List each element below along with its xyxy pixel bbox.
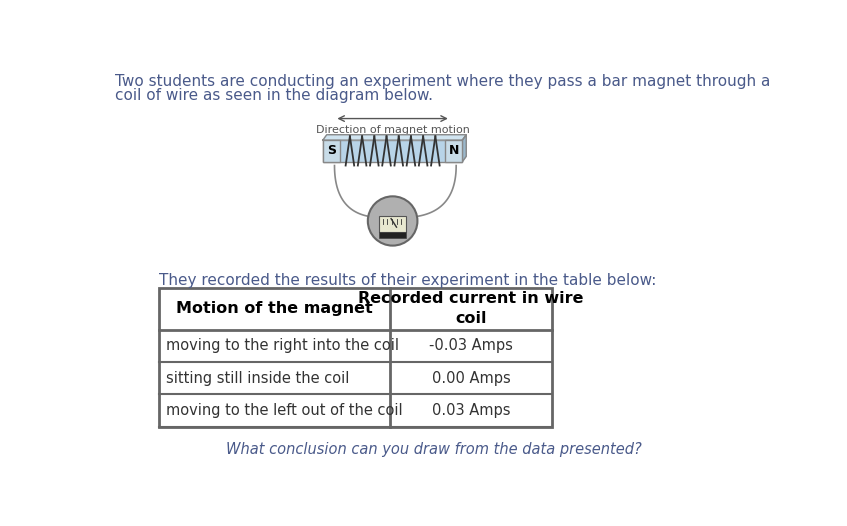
Polygon shape [462,135,466,161]
Text: moving to the right into the coil: moving to the right into the coil [166,338,399,353]
Polygon shape [323,135,466,140]
Text: Two students are conducting an experiment where they pass a bar magnet through a: Two students are conducting an experimen… [115,74,771,89]
Bar [158,288,552,427]
Text: Recorded current in wire
coil: Recorded current in wire coil [358,291,584,326]
Bar [379,232,406,238]
Bar [323,140,462,161]
Circle shape [368,196,418,246]
Text: S: S [327,145,336,157]
Text: N: N [449,145,459,157]
Text: moving to the left out of the coil: moving to the left out of the coil [166,403,403,418]
Text: coil of wire as seen in the diagram below.: coil of wire as seen in the diagram belo… [115,88,433,103]
Text: -0.03 Amps: -0.03 Amps [429,338,512,353]
Text: Direction of magnet motion: Direction of magnet motion [316,125,469,135]
Text: What conclusion can you draw from the data presented?: What conclusion can you draw from the da… [226,442,641,457]
Text: Motion of the magnet: Motion of the magnet [175,301,373,316]
Text: They recorded the results of their experiment in the table below:: They recorded the results of their exper… [158,272,656,288]
Text: sitting still inside the coil: sitting still inside the coil [166,370,350,386]
Bar [379,216,406,232]
Bar [446,140,462,161]
Text: 0.00 Amps: 0.00 Amps [431,370,510,386]
Text: 0.03 Amps: 0.03 Amps [432,403,510,418]
Bar [323,140,340,161]
